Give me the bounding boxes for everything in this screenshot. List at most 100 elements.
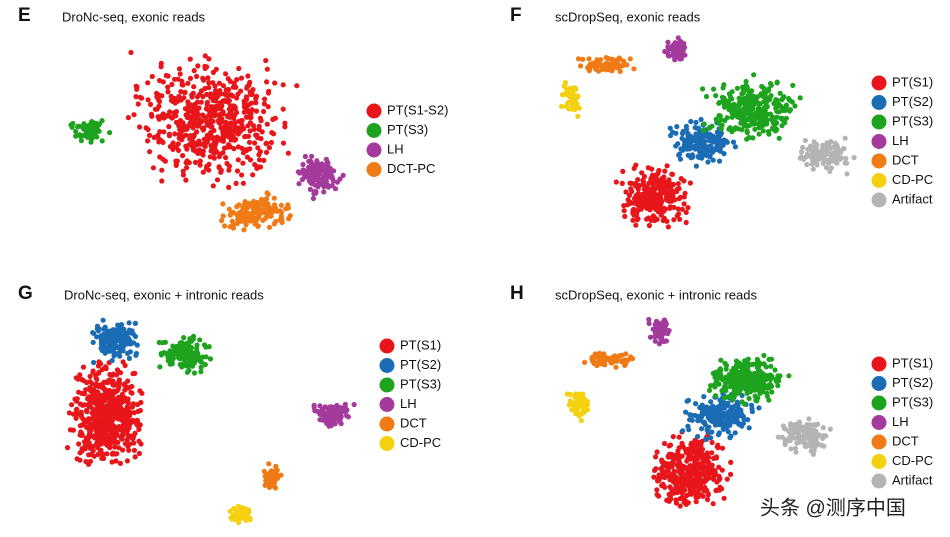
cell-dot [768,363,774,369]
cell-dot [666,463,672,470]
cell-dot [709,439,715,446]
cell-dot [174,98,181,104]
cell-dot [99,455,105,461]
cell-dot [687,180,694,186]
cell-dot [161,129,167,135]
cell-dot [706,459,712,465]
cell-dot [738,115,745,121]
cell-dot [744,128,750,134]
cell-dot [306,158,312,164]
cell-dot [211,150,217,156]
cell-dot [94,376,100,383]
cell-dot [302,153,308,160]
cell-dot [678,56,685,62]
cell-dot [77,457,83,463]
cell-dot [823,165,830,171]
cell-dot [83,438,89,444]
cell-dot [780,423,787,429]
cell-dot [601,351,607,357]
watermark: 头条 @测序中国 [760,496,906,519]
cell-dot [220,138,226,144]
cell-dot [732,103,738,109]
cell-dot [146,132,153,138]
cell-dot [566,402,572,408]
cell-dot [235,157,241,163]
cell-dot [156,103,162,109]
cell-dot [178,132,184,138]
cell-dot [576,105,582,111]
cell-dot [571,404,577,410]
cell-dot [723,387,729,394]
cell-dot [640,179,647,185]
cell-dot [589,358,596,364]
cell-dot [582,359,588,365]
cell-dot [778,103,784,109]
cell-dot [218,104,224,110]
cell-dot [132,454,138,460]
cell-dot [701,132,707,138]
cell-dot [683,501,689,507]
cell-dot [219,218,225,224]
cell-dot [111,423,117,429]
cell-dot [804,435,810,441]
cell-dot [128,49,134,56]
cell-dot [670,192,676,198]
cell-dot [703,436,709,442]
cell-dot [779,115,786,122]
cell-dot [120,447,126,453]
legend-swatch [366,103,382,119]
cell-dot [149,113,155,119]
cell-dot [175,120,181,126]
cell-dot [262,482,268,488]
cell-dot [240,180,246,186]
legend-label: PT(S1) [400,337,441,352]
cell-dot [108,435,114,441]
cell-dot [752,126,758,132]
cell-dot [280,82,286,88]
cell-dot [241,109,247,115]
cell-dot [283,206,289,212]
cell-dot [309,153,315,159]
cell-dot [773,126,779,132]
cell-dot [197,158,203,164]
cell-dot [777,90,783,96]
cell-dot [660,481,666,487]
cell-dot [330,410,336,416]
cell-dot [654,487,660,493]
cell-dot [90,330,96,336]
cell-dot [725,394,732,400]
cell-dot [707,468,713,474]
cell-dot [716,137,722,143]
cell-dot [695,442,701,449]
cell-dot [228,137,234,143]
cell-dot [782,439,788,445]
cell-dot [709,450,715,456]
cell-dot [743,96,749,102]
cell-dot [240,125,246,131]
cell-dot [145,138,151,144]
cell-dot [692,484,698,490]
cell-dot [220,201,226,207]
cell-dot [324,159,330,165]
cell-dot [272,484,278,490]
cell-dot [808,448,814,454]
cell-dot [666,451,673,457]
cell-dot [640,195,646,201]
cell-dot [320,411,326,417]
cell-dot [694,474,700,480]
cell-dot [233,180,239,186]
cell-dot [223,155,229,161]
cell-dot [120,432,126,438]
cell-dot [278,213,284,219]
cell-dot [714,444,720,450]
cell-dot [147,149,153,155]
cell-dot [138,399,144,406]
cell-dot [622,358,628,364]
cell-dot [608,65,614,71]
cell-dot [761,85,767,91]
cell-dot [136,450,142,457]
cell-dot [206,161,212,167]
cell-dot [337,176,343,182]
cell-dot [200,75,206,81]
cell-dot [185,80,191,86]
